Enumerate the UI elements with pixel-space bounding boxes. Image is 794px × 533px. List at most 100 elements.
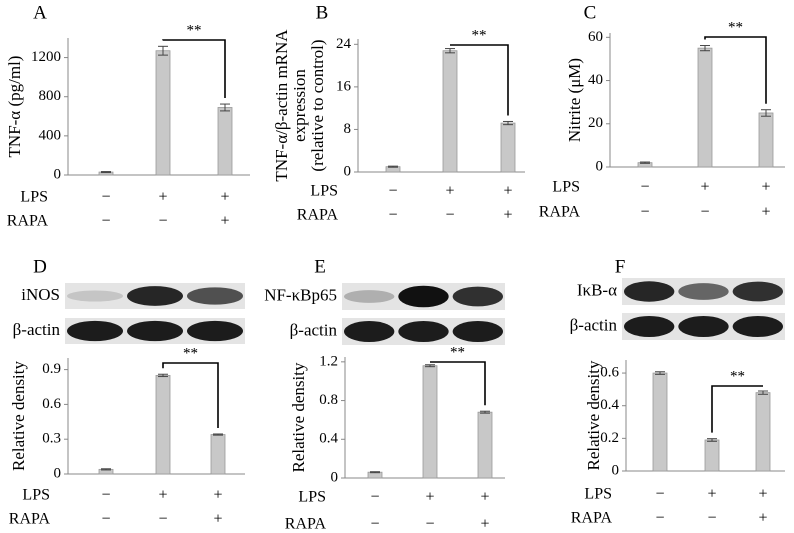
condition-name: LPS xyxy=(22,487,50,504)
blot-label: NF-κBp65 xyxy=(264,285,337,304)
error-bar xyxy=(101,171,111,174)
blot-label: β-actin xyxy=(570,315,618,334)
condition-name: LPS xyxy=(552,179,580,196)
significance-label: ** xyxy=(730,368,745,384)
condition-value: − xyxy=(158,213,167,230)
y-tick-label: 0.9 xyxy=(42,361,61,377)
y-axis-label: Relative density xyxy=(289,362,308,473)
condition-name: RAPA xyxy=(539,204,581,221)
blot-band xyxy=(67,290,123,302)
bar xyxy=(755,392,771,472)
condition-value: − xyxy=(101,213,110,230)
y-tick-label: 0.4 xyxy=(319,431,338,447)
y-tick-label: 8 xyxy=(344,121,352,137)
y-tick-label: 40 xyxy=(588,72,603,88)
error-bar xyxy=(370,471,380,474)
panel-letter: B xyxy=(316,2,329,23)
y-tick-label: 800 xyxy=(39,88,62,104)
condition-name: RAPA xyxy=(285,516,327,533)
condition-name: RAPA xyxy=(571,510,613,527)
blot-band xyxy=(678,283,729,300)
condition-name: RAPA xyxy=(7,213,49,230)
bar xyxy=(442,50,458,173)
y-tick-label: 0.2 xyxy=(600,430,619,446)
condition-name: LPS xyxy=(310,183,338,200)
blot-band xyxy=(344,290,395,303)
condition-value: − xyxy=(101,487,110,504)
panel-letter: F xyxy=(615,256,626,277)
blot-band xyxy=(67,320,123,342)
bar xyxy=(704,439,720,472)
bar xyxy=(477,411,493,479)
condition-value: + xyxy=(700,179,709,196)
bar xyxy=(422,365,438,479)
y-axis-label: TNF-α (pg/ml) xyxy=(5,56,24,158)
condition-value: + xyxy=(445,183,454,200)
blot-band xyxy=(732,315,783,338)
error-bar xyxy=(761,109,771,117)
blot-band xyxy=(344,320,395,343)
significance-label: ** xyxy=(187,22,202,38)
y-tick-label: 20 xyxy=(588,115,603,131)
error-bar xyxy=(655,371,665,375)
significance-bracket xyxy=(162,39,226,99)
blot-band xyxy=(398,320,449,343)
error-bar xyxy=(158,45,168,56)
significance-bracket xyxy=(430,361,486,406)
error-bar xyxy=(101,468,111,471)
panel-letter: E xyxy=(314,256,326,277)
bar xyxy=(155,50,171,176)
condition-value: + xyxy=(213,511,222,528)
error-bar xyxy=(445,48,455,54)
error-bar xyxy=(758,390,768,395)
blot-band xyxy=(452,320,504,343)
significance-label: ** xyxy=(450,344,465,360)
y-tick-label: 0 xyxy=(331,469,339,485)
y-tick-label: 0 xyxy=(54,166,62,182)
y-axis-label: Relative density xyxy=(584,360,603,471)
condition-value: + xyxy=(503,207,512,224)
significance-bracket xyxy=(162,362,219,428)
y-tick-label: 0 xyxy=(344,163,352,179)
condition-value: + xyxy=(480,489,489,506)
y-axis-label: Relative density xyxy=(9,361,28,472)
condition-value: − xyxy=(158,511,167,528)
blot-band xyxy=(624,315,675,338)
condition-value: − xyxy=(370,489,379,506)
bar xyxy=(697,47,713,168)
bar xyxy=(217,107,233,176)
blot-band xyxy=(624,281,675,302)
blot-band xyxy=(678,315,729,338)
error-bar xyxy=(213,433,223,436)
y-tick-label: 60 xyxy=(588,29,603,45)
condition-value: − xyxy=(388,207,397,224)
error-bar xyxy=(503,120,513,126)
condition-name: RAPA xyxy=(9,511,51,528)
condition-value: + xyxy=(425,489,434,506)
y-tick-label: 1.2 xyxy=(319,353,338,369)
condition-value: + xyxy=(220,213,229,230)
blot-band xyxy=(732,281,783,302)
y-tick-label: 24 xyxy=(336,36,352,52)
blot-band xyxy=(187,320,243,342)
error-bar xyxy=(158,373,168,378)
condition-value: − xyxy=(640,179,649,196)
blot-band xyxy=(452,286,504,307)
error-bar xyxy=(480,410,490,414)
condition-value: + xyxy=(158,189,167,206)
blot-label: β-actin xyxy=(290,320,338,339)
panel-letter: C xyxy=(584,2,597,23)
y-tick-label: 0 xyxy=(54,465,62,481)
condition-name: LPS xyxy=(584,486,612,503)
blot-band xyxy=(398,285,449,308)
significance-bracket xyxy=(711,385,763,433)
condition-value: − xyxy=(388,183,397,200)
condition-value: − xyxy=(640,204,649,221)
significance-bracket xyxy=(450,44,509,116)
y-tick-label: 16 xyxy=(336,78,352,94)
condition-value: + xyxy=(707,486,716,503)
y-axis-label: expression xyxy=(290,69,309,142)
condition-value: − xyxy=(370,516,379,533)
condition-value: − xyxy=(655,510,664,527)
